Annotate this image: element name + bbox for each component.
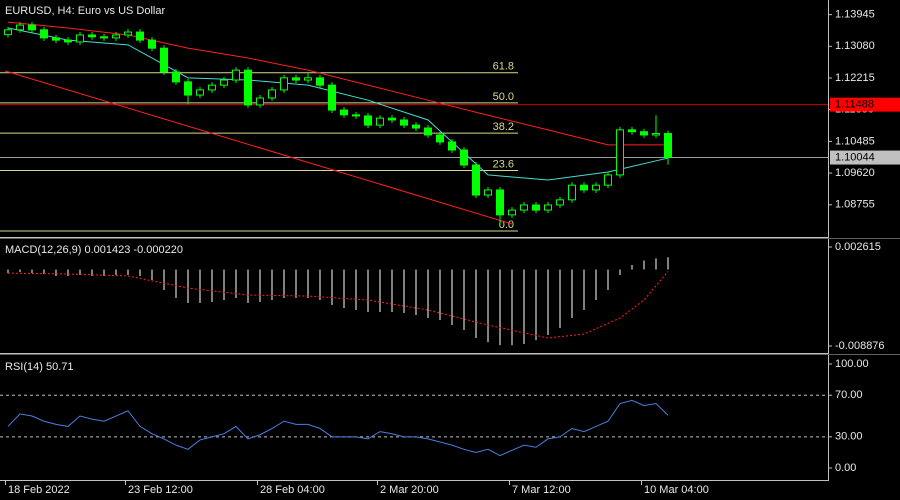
moving-average [7,21,668,146]
candle-body [472,164,480,196]
candle-body [124,31,132,36]
y-tick-label: 1.13945 [835,9,875,21]
candle-body [640,131,648,136]
x-tick-label: 18 Feb 2022 [8,484,70,496]
candle-body [148,39,156,49]
y-tick-label: 1.12215 [835,72,875,84]
candle-body [556,199,564,206]
candle-body [544,204,552,211]
candle-body [4,29,12,36]
candle-body [244,69,252,106]
y-tick-label: 30.00 [835,431,863,443]
y-tick-label: -0.008876 [835,340,885,352]
x-tick-label: 10 Mar 04:00 [644,484,709,496]
candle-body [568,184,576,201]
y-tick-label: 1.10485 [835,135,875,147]
candle-body [316,77,324,86]
chart-title: EURUSD, H4: Euro vs US Dollar [5,5,165,17]
candle-body [196,89,204,96]
candle-body [268,89,276,99]
candle-body [292,77,300,81]
candle-body [52,37,60,41]
candle-body [340,109,348,116]
candle-body [412,124,420,129]
candle-body [16,24,24,31]
fibo-label: 38.2 [493,121,514,133]
x-tick-label: 7 Mar 12:00 [512,484,571,496]
candle-body [508,209,516,216]
fibo-label: 0.0 [499,219,514,231]
candle-body [304,77,312,81]
y-tick-label: 1.09620 [835,167,875,179]
y-tick-label: 0.002615 [835,241,881,253]
candle-body [352,114,360,117]
candle-body [100,36,108,39]
candle-body [580,184,588,191]
price-label-box [830,97,900,112]
candle-body [280,77,288,91]
candle-body [136,31,144,41]
candle-body [592,184,600,191]
moving-average [7,27,669,181]
candle-body [532,204,540,211]
candle-body [256,97,264,106]
y-tick-label: 0.00 [835,462,856,474]
candle-body [160,47,168,73]
price-label: 1.11488 [835,99,874,111]
candle-body [436,134,444,143]
candle-body [460,149,468,166]
indicator-title: MACD(12,26,9) 0.001423 -0.000220 [5,244,183,256]
candle-body [220,79,228,86]
y-tick-label: 100.00 [835,358,869,370]
signal-line [7,271,669,339]
y-tick-label: 1.13080 [835,40,875,52]
indicator-title: RSI(14) 50.71 [5,361,73,373]
candle-body [76,34,84,43]
candle-body [448,141,456,151]
candle-body [40,29,48,39]
candle-body [484,189,492,196]
candle-body [520,204,528,211]
candle-body [496,189,504,216]
candle-body [172,71,180,83]
candle-body [184,81,192,96]
candle-body [328,84,336,111]
candle-body [664,133,672,159]
fibo-label: 61.8 [493,61,514,73]
fibo-label: 23.6 [493,158,514,170]
candle-body [424,127,432,136]
panel-frames [0,0,900,481]
y-tick-label: 1.08755 [835,199,875,211]
candle-body [652,133,660,136]
candle-body [388,117,396,121]
candle-body [88,34,96,38]
candle-body [28,24,36,31]
x-tick-label: 2 Mar 20:00 [380,484,439,496]
candle-body [364,115,372,126]
price-label-box [830,150,900,165]
x-tick-label: 28 Feb 04:00 [260,484,325,496]
candle-body [604,174,612,186]
price-label: 1.10044 [835,151,875,163]
candle-body [112,34,120,39]
trendline [4,70,513,225]
candle-body [208,84,216,91]
rsi-line [7,399,669,457]
candle-body [232,69,240,81]
fibo-label: 50.0 [493,91,514,103]
candle-body [628,129,636,133]
y-tick-label: 70.00 [835,389,863,401]
candle-body [64,39,72,43]
x-tick-label: 23 Feb 12:00 [128,484,193,496]
candle-body [376,117,384,126]
candle-body [400,119,408,126]
candle-body [616,129,624,176]
